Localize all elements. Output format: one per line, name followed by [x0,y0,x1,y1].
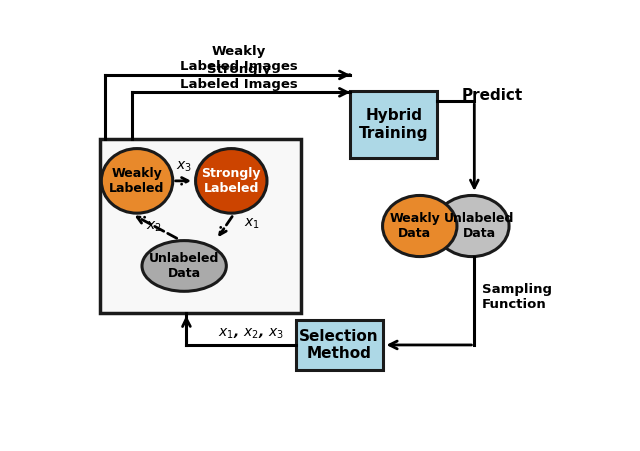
Text: Unlabeled
Data: Unlabeled Data [149,252,220,280]
Text: Weakly
Labeled: Weakly Labeled [109,167,164,195]
Ellipse shape [196,148,267,213]
Text: $x_1$: $x_1$ [244,216,259,230]
Text: Sampling
Function: Sampling Function [482,283,552,311]
FancyBboxPatch shape [296,320,383,370]
FancyBboxPatch shape [100,139,301,313]
Text: Unlabeled
Data: Unlabeled Data [444,212,515,240]
Text: Weakly
Data: Weakly Data [389,212,440,240]
Text: $x_3$: $x_3$ [176,160,192,174]
Text: Predict: Predict [462,88,523,103]
Text: Weakly
Labeled Images: Weakly Labeled Images [180,45,298,73]
Text: Strongly
Labeled: Strongly Labeled [202,167,261,195]
Text: Strongly
Labeled Images: Strongly Labeled Images [180,63,298,91]
Ellipse shape [142,240,227,291]
Ellipse shape [435,195,509,257]
Text: $x_1$, $x_2$, $x_3$: $x_1$, $x_2$, $x_3$ [218,327,284,341]
Text: $x_2$: $x_2$ [146,220,162,234]
Text: Selection
Method: Selection Method [300,329,379,361]
FancyBboxPatch shape [350,91,437,158]
Text: Hybrid
Training: Hybrid Training [359,108,428,141]
Ellipse shape [383,195,457,257]
Ellipse shape [101,148,173,213]
